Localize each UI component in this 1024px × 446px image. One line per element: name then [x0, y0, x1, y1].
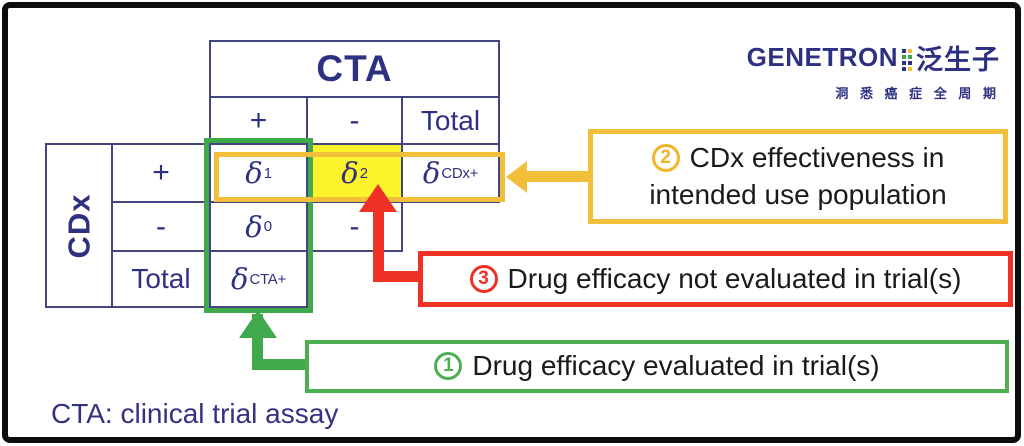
- cdx-total-label: Total: [131, 263, 191, 294]
- callout-drug-efficacy-evaluated: 1 Drug efficacy evaluated in trial(s): [305, 340, 1009, 393]
- delta2-subscript: 2: [359, 164, 368, 182]
- delta1-subscript: 1: [263, 164, 272, 182]
- callout-two-line1: 2 CDx effectiveness in: [651, 140, 945, 176]
- logo-tagline: 洞 悉 癌 症 全 周 期: [835, 86, 1000, 101]
- cdx-total-row-header: Total: [111, 250, 211, 308]
- delta1-symbol: δ: [245, 156, 263, 190]
- callout-drug-efficacy-not-evaluated: 3 Drug efficacy not evaluated in trial(s…: [418, 251, 1013, 307]
- cdx-minus-label: -: [156, 209, 166, 243]
- red-arrow-vertical-segment: [373, 206, 384, 282]
- yellow-arrow-left-icon: [506, 161, 527, 193]
- cdx-header-label: CDx: [61, 192, 97, 259]
- red-arrow-up-icon: [359, 184, 397, 212]
- callout-three-line: 3 Drug efficacy not evaluated in trial(s…: [469, 261, 962, 297]
- logo-row: GENETRON 泛生子: [738, 38, 1000, 77]
- green-arrow-vertical-segment: [252, 314, 263, 366]
- cta-minus-column-header: -: [306, 96, 403, 145]
- yellow-arrow-horizontal-segment: [524, 171, 591, 182]
- circled-number-2-icon: 2: [651, 144, 680, 173]
- cdx-minus-row-header: -: [111, 201, 211, 252]
- logo-brand-text: GENETRON: [746, 42, 898, 72]
- cdx-plus-row-header: +: [111, 143, 211, 203]
- delta-cdx-subscript: CDx+: [441, 164, 479, 182]
- cdx-plus-label: +: [152, 156, 170, 189]
- delta0-symbol: δ: [245, 209, 263, 244]
- cta-plus-column-header: +: [209, 96, 308, 145]
- callout-two-text2: intended use population: [649, 178, 947, 210]
- green-arrow-horizontal-segment: [252, 359, 308, 370]
- cta-column-group-header: CTA: [209, 40, 500, 98]
- callout-one-text: Drug efficacy evaluated in trial(s): [472, 350, 880, 382]
- cell-delta-cta-plus: δ CTA+: [209, 250, 308, 308]
- logo-brand-chinese: 泛生子: [916, 45, 1000, 75]
- circled-number-3-icon: 3: [469, 264, 498, 293]
- callout-one-line: 1 Drug efficacy evaluated in trial(s): [434, 348, 880, 384]
- cta-total-column-header: Total: [401, 96, 500, 145]
- delta-cta-subscript: CTA+: [249, 270, 287, 288]
- cta-plus-label: +: [249, 103, 268, 137]
- cta-total-label: Total: [420, 104, 481, 136]
- cdx-row-group-header: CDx: [45, 143, 113, 308]
- red-arrow-horizontal-segment: [373, 271, 421, 282]
- callout-two-line2: intended use population: [649, 177, 946, 213]
- green-arrow-up-icon: [239, 310, 277, 338]
- cta-minus-label: -: [349, 103, 360, 137]
- delta-cdx-symbol: δ: [422, 156, 441, 190]
- delta-cta-symbol: δ: [231, 262, 249, 296]
- cta-footnote: CTA: clinical trial assay: [51, 398, 339, 429]
- genetron-logo: GENETRON 泛生子 洞 悉 癌 症 全 周 期: [738, 38, 1000, 102]
- delta2-symbol: δ: [341, 156, 359, 190]
- dash-label: -: [349, 209, 360, 243]
- delta0-subscript: 0: [263, 218, 272, 235]
- callout-cdx-effectiveness: 2 CDx effectiveness in intended use popu…: [588, 129, 1008, 224]
- logo-dna-bars-icon: [901, 45, 913, 71]
- circled-number-1-icon: 1: [434, 352, 463, 381]
- callout-three-text: Drug efficacy not evaluated in trial(s): [507, 262, 962, 294]
- callout-two-text1: CDx effectiveness in: [689, 142, 945, 174]
- cta-header-label: CTA: [316, 48, 393, 89]
